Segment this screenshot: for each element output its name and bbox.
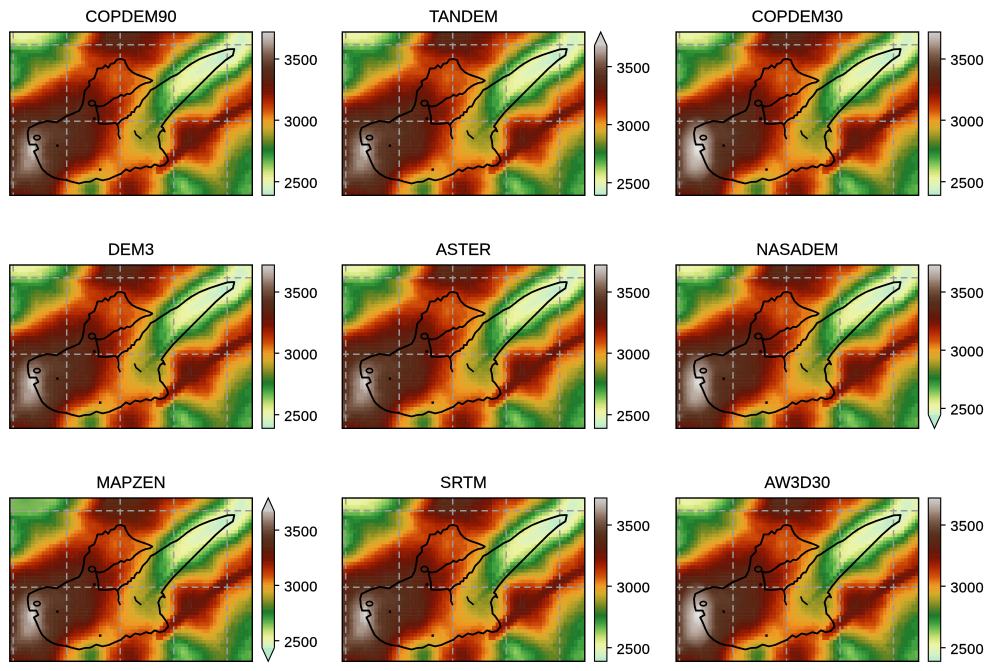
svg-text:2500: 2500 <box>617 642 650 658</box>
svg-text:COPDEM90: COPDEM90 <box>85 7 176 26</box>
svg-text:3000: 3000 <box>617 119 650 135</box>
svg-text:3000: 3000 <box>284 114 317 130</box>
svg-text:3000: 3000 <box>284 580 317 596</box>
svg-text:3500: 3500 <box>617 61 650 77</box>
svg-text:DEM3: DEM3 <box>108 240 154 259</box>
svg-text:2500: 2500 <box>284 635 317 651</box>
svg-text:3000: 3000 <box>284 347 317 363</box>
svg-text:3500: 3500 <box>950 53 983 69</box>
svg-text:3000: 3000 <box>617 347 650 363</box>
svg-text:2500: 2500 <box>284 176 317 192</box>
svg-text:SRTM: SRTM <box>440 473 487 492</box>
svg-text:MAPZEN: MAPZEN <box>96 473 165 492</box>
svg-text:AW3D30: AW3D30 <box>764 473 830 492</box>
svg-text:3500: 3500 <box>950 519 983 535</box>
svg-text:3500: 3500 <box>617 286 650 302</box>
svg-text:3000: 3000 <box>950 344 983 360</box>
svg-text:2500: 2500 <box>950 642 983 658</box>
svg-text:3000: 3000 <box>950 580 983 596</box>
svg-text:2500: 2500 <box>950 176 983 192</box>
svg-text:3000: 3000 <box>950 114 983 130</box>
svg-text:TANDEM: TANDEM <box>429 7 498 26</box>
svg-text:COPDEM30: COPDEM30 <box>752 7 843 26</box>
svg-text:3500: 3500 <box>950 286 983 302</box>
svg-text:ASTER: ASTER <box>436 240 491 259</box>
svg-text:3500: 3500 <box>617 519 650 535</box>
svg-text:3500: 3500 <box>284 53 317 69</box>
svg-text:2500: 2500 <box>950 403 983 419</box>
svg-text:2500: 2500 <box>284 409 317 425</box>
svg-text:3500: 3500 <box>284 286 317 302</box>
svg-text:2500: 2500 <box>617 409 650 425</box>
svg-text:2500: 2500 <box>617 177 650 193</box>
svg-text:3500: 3500 <box>284 524 317 540</box>
svg-text:3000: 3000 <box>617 580 650 596</box>
svg-text:NASADEM: NASADEM <box>756 240 838 259</box>
